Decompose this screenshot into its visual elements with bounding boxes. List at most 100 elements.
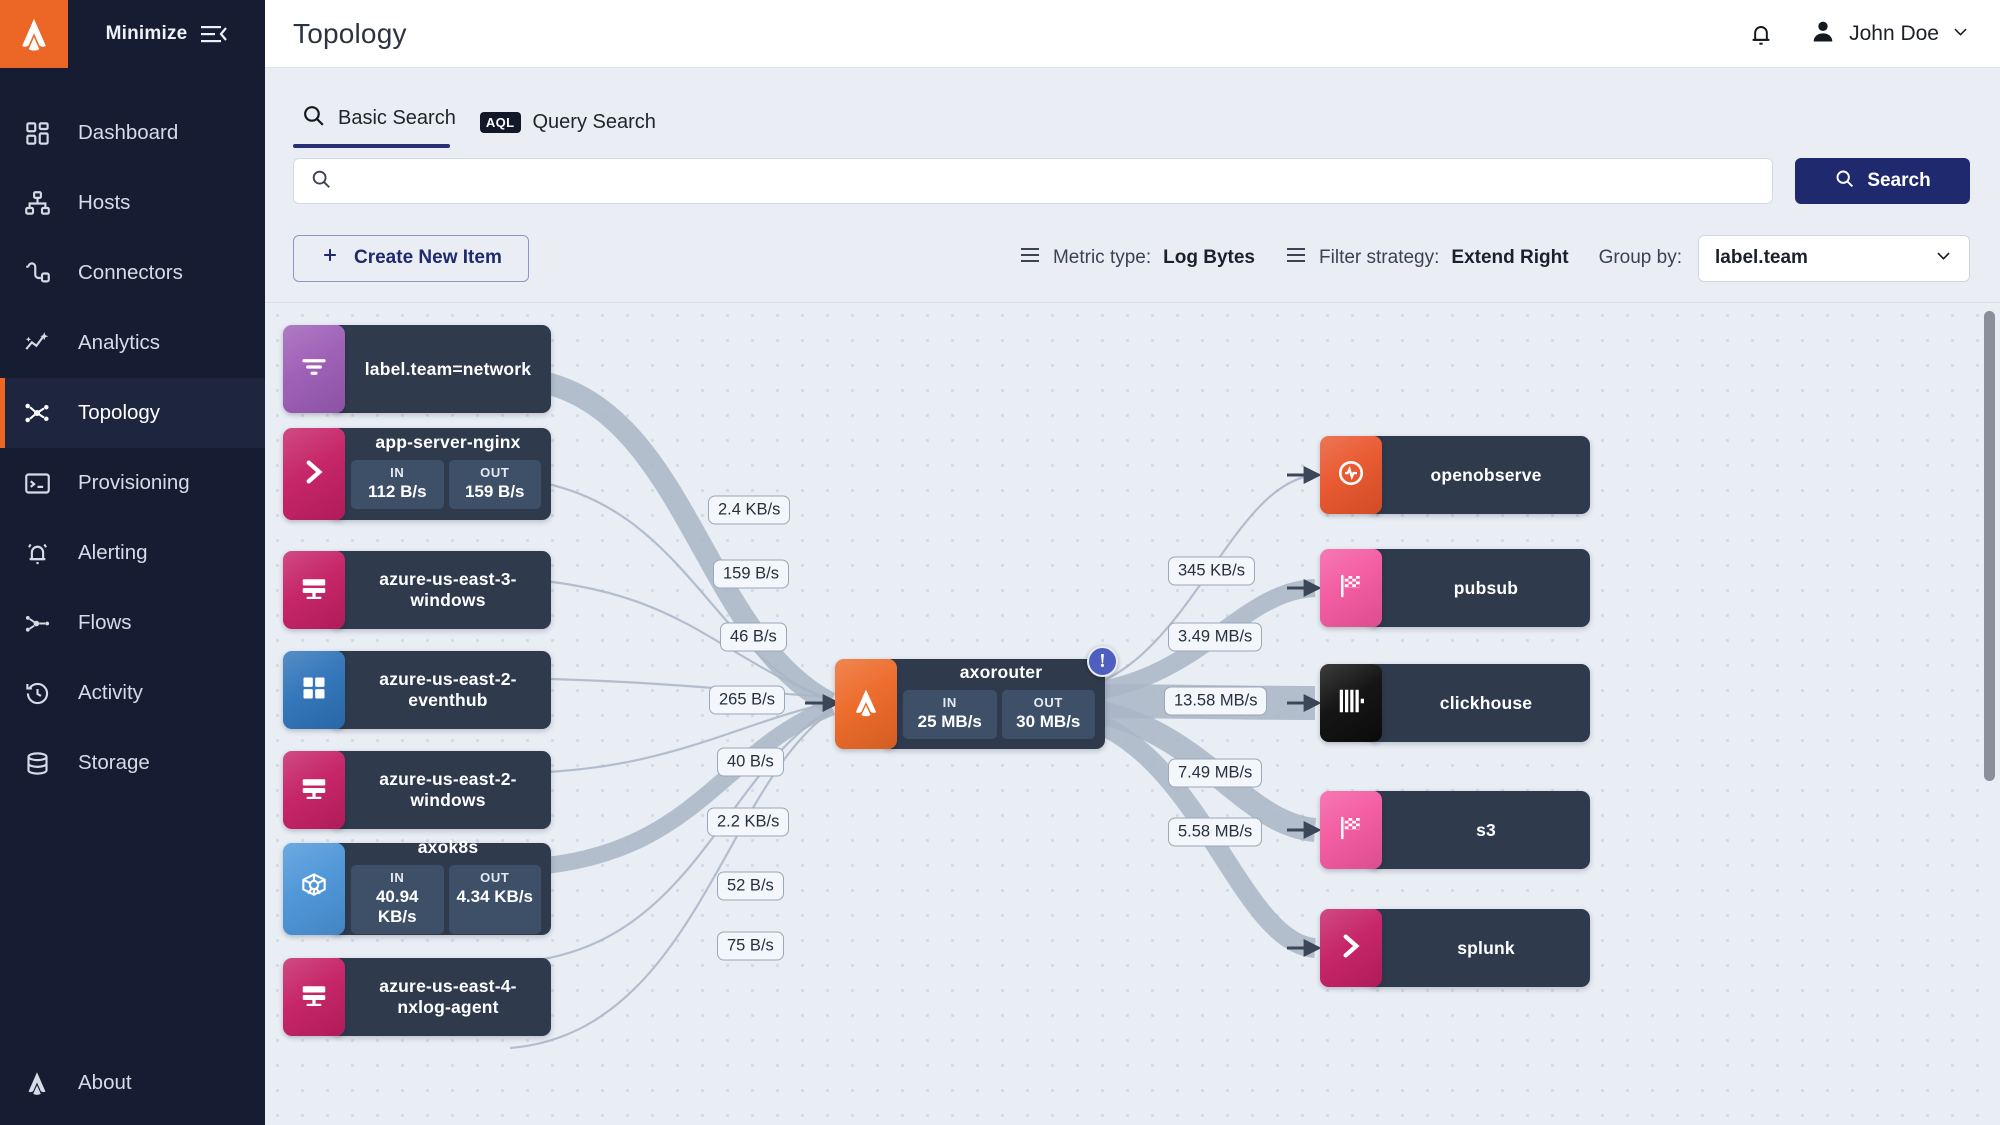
kubernetes-icon bbox=[298, 871, 330, 908]
grid-dashboard-icon bbox=[22, 118, 52, 148]
metric-in-value: 25 MB/s bbox=[917, 711, 982, 731]
sidebar-nav: Dashboard Hosts bbox=[0, 98, 265, 798]
metric-in: IN 112 B/s bbox=[351, 459, 444, 509]
node-icon-tab bbox=[283, 428, 345, 520]
node-title: openobserve bbox=[1430, 464, 1542, 485]
app-logo[interactable] bbox=[0, 0, 68, 68]
minimize-label: Minimize bbox=[105, 23, 188, 44]
flag-checkered-icon bbox=[1336, 571, 1366, 606]
topology-node-axok8s[interactable]: axok8s IN 40.94 KB/s OUT 4.34 KB/s bbox=[283, 837, 551, 935]
topology-node-s3[interactable]: s3 bbox=[1320, 791, 1590, 869]
metric-in: IN 40.94 KB/s bbox=[351, 864, 444, 934]
notifications-bell-icon[interactable] bbox=[1747, 20, 1775, 48]
search-input[interactable] bbox=[344, 170, 1756, 192]
metric-out: OUT 159 B/s bbox=[448, 459, 541, 509]
edge-label-inbound: 75 B/s bbox=[717, 931, 784, 961]
sidebar-item-label: Flows bbox=[78, 611, 132, 634]
topology-node-clickhouse[interactable]: clickhouse bbox=[1320, 664, 1590, 742]
group-by-value: label.team bbox=[1715, 247, 1808, 268]
node-title: pubsub bbox=[1453, 577, 1519, 598]
plus-icon bbox=[320, 245, 340, 271]
flows-icon bbox=[22, 608, 52, 638]
search-row: Search bbox=[293, 148, 1970, 214]
metric-out: OUT 30 MB/s bbox=[1001, 689, 1095, 739]
top-header-bar: Topology John Doe bbox=[265, 0, 2000, 68]
node-icon-tab bbox=[1320, 664, 1382, 742]
metric-out-value: 4.34 KB/s bbox=[456, 886, 534, 906]
node-title: app-server-nginx bbox=[375, 431, 521, 452]
database-icon bbox=[22, 748, 52, 778]
node-title: splunk bbox=[1457, 937, 1515, 958]
topology-node-splunk[interactable]: splunk bbox=[1320, 909, 1590, 987]
search-input-wrapper[interactable] bbox=[293, 158, 1773, 204]
edge-label-outbound: 5.58 MB/s bbox=[1168, 817, 1263, 847]
canvas-vertical-scrollbar[interactable] bbox=[1984, 311, 1995, 781]
topology-node-axorouter[interactable]: ! axorouter IN 25 MB/s OUT 30 MB/s bbox=[835, 646, 1118, 749]
user-menu[interactable]: John Doe bbox=[1809, 17, 1970, 50]
sidebar-item-dashboard[interactable]: Dashboard bbox=[0, 98, 265, 168]
list-lines-icon bbox=[1285, 246, 1307, 270]
edge-label-inbound: 265 B/s bbox=[709, 685, 785, 715]
node-title: axok8s bbox=[417, 836, 479, 857]
topology-node-azure-us-east-2-windows[interactable]: azure-us-east-2-windows bbox=[283, 751, 551, 829]
topology-node-group[interactable]: label.team=network bbox=[283, 325, 551, 413]
sidebar-item-alerting[interactable]: Alerting bbox=[0, 518, 265, 588]
node-title: axorouter bbox=[959, 661, 1043, 682]
list-lines-icon bbox=[1019, 246, 1041, 270]
sidebar-item-storage[interactable]: Storage bbox=[0, 728, 265, 798]
topology-node-azure-us-east-2-eventhub[interactable]: azure-us-east-2-eventhub bbox=[283, 651, 551, 729]
edge-label-inbound: 2.4 KB/s bbox=[708, 495, 791, 525]
node-body: splunk bbox=[1368, 909, 1590, 987]
metric-type-control[interactable]: Metric type: Log Bytes bbox=[1019, 246, 1255, 270]
metric-type-label: Metric type: bbox=[1052, 247, 1152, 268]
edge-label-outbound: 13.58 MB/s bbox=[1164, 686, 1268, 716]
topology-node-app-server-nginx[interactable]: app-server-nginx IN 112 B/s OUT 159 B/s bbox=[283, 428, 551, 520]
sidebar-item-activity[interactable]: Activity bbox=[0, 658, 265, 728]
topology-node-pubsub[interactable]: pubsub bbox=[1320, 549, 1590, 627]
chevron-down-icon bbox=[1934, 246, 1953, 271]
sidebar-item-provisioning[interactable]: Provisioning bbox=[0, 448, 265, 518]
metric-out-value: 159 B/s bbox=[464, 481, 525, 501]
node-body: ! axorouter IN 25 MB/s OUT 30 MB/s bbox=[883, 646, 1118, 749]
metric-in-label: IN bbox=[390, 869, 405, 885]
openobserve-pulse-icon bbox=[1336, 458, 1366, 493]
search-button[interactable]: Search bbox=[1795, 158, 1970, 204]
status-badge[interactable]: ! bbox=[1087, 646, 1118, 677]
tab-basic-search[interactable]: Basic Search bbox=[293, 103, 472, 148]
edge-label-inbound: 2.2 KB/s bbox=[707, 807, 790, 837]
sidebar-item-hosts[interactable]: Hosts bbox=[0, 168, 265, 238]
tab-query-search[interactable]: AQL Query Search bbox=[472, 111, 672, 148]
topology-node-azure-us-east-4-nxlog-agent[interactable]: azure-us-east-4-nxlog-agent bbox=[283, 958, 551, 1036]
node-body: s3 bbox=[1368, 791, 1590, 869]
sidebar-item-topology[interactable]: Topology bbox=[0, 378, 265, 448]
metric-in: IN 25 MB/s bbox=[903, 689, 997, 739]
node-icon-tab bbox=[283, 651, 345, 729]
create-new-item-button[interactable]: Create New Item bbox=[293, 234, 529, 282]
sidebar-item-connectors[interactable]: Connectors bbox=[0, 238, 265, 308]
minimize-sidebar-button[interactable]: Minimize bbox=[68, 0, 265, 68]
node-body: azure-us-east-2-eventhub bbox=[331, 651, 551, 729]
sidebar-item-flows[interactable]: Flows bbox=[0, 588, 265, 658]
node-icon-tab bbox=[1320, 909, 1382, 987]
node-icon-tab bbox=[283, 325, 345, 413]
sidebar-item-analytics[interactable]: Analytics bbox=[0, 308, 265, 378]
collapse-panel-icon bbox=[201, 25, 228, 43]
node-body: azure-us-east-3-windows bbox=[331, 551, 551, 629]
edge-label-inbound: 40 B/s bbox=[717, 747, 784, 777]
metric-out-value: 30 MB/s bbox=[1016, 711, 1081, 731]
group-by-select[interactable]: label.team bbox=[1698, 234, 1970, 282]
terminal-icon bbox=[22, 468, 52, 498]
topology-node-openobserve[interactable]: openobserve bbox=[1320, 436, 1590, 514]
topology-node-azure-us-east-3-windows[interactable]: azure-us-east-3-windows bbox=[283, 551, 551, 629]
sidebar-item-label: Alerting bbox=[78, 541, 148, 564]
windows-server-icon bbox=[299, 573, 329, 608]
filter-strategy-value: Extend Right bbox=[1451, 247, 1569, 268]
topology-canvas[interactable]: label.team=network app-server-nginx bbox=[265, 303, 2000, 1125]
metric-type-value: Log Bytes bbox=[1163, 247, 1256, 268]
node-icon-tab bbox=[1320, 549, 1382, 627]
node-metrics: IN 40.94 KB/s OUT 4.34 KB/s bbox=[345, 858, 551, 942]
node-title: clickhouse bbox=[1439, 692, 1533, 713]
filter-strategy-control[interactable]: Filter strategy: Extend Right bbox=[1285, 246, 1569, 270]
metric-in-value: 112 B/s bbox=[367, 481, 427, 501]
sidebar-item-about[interactable]: About bbox=[0, 1040, 265, 1125]
